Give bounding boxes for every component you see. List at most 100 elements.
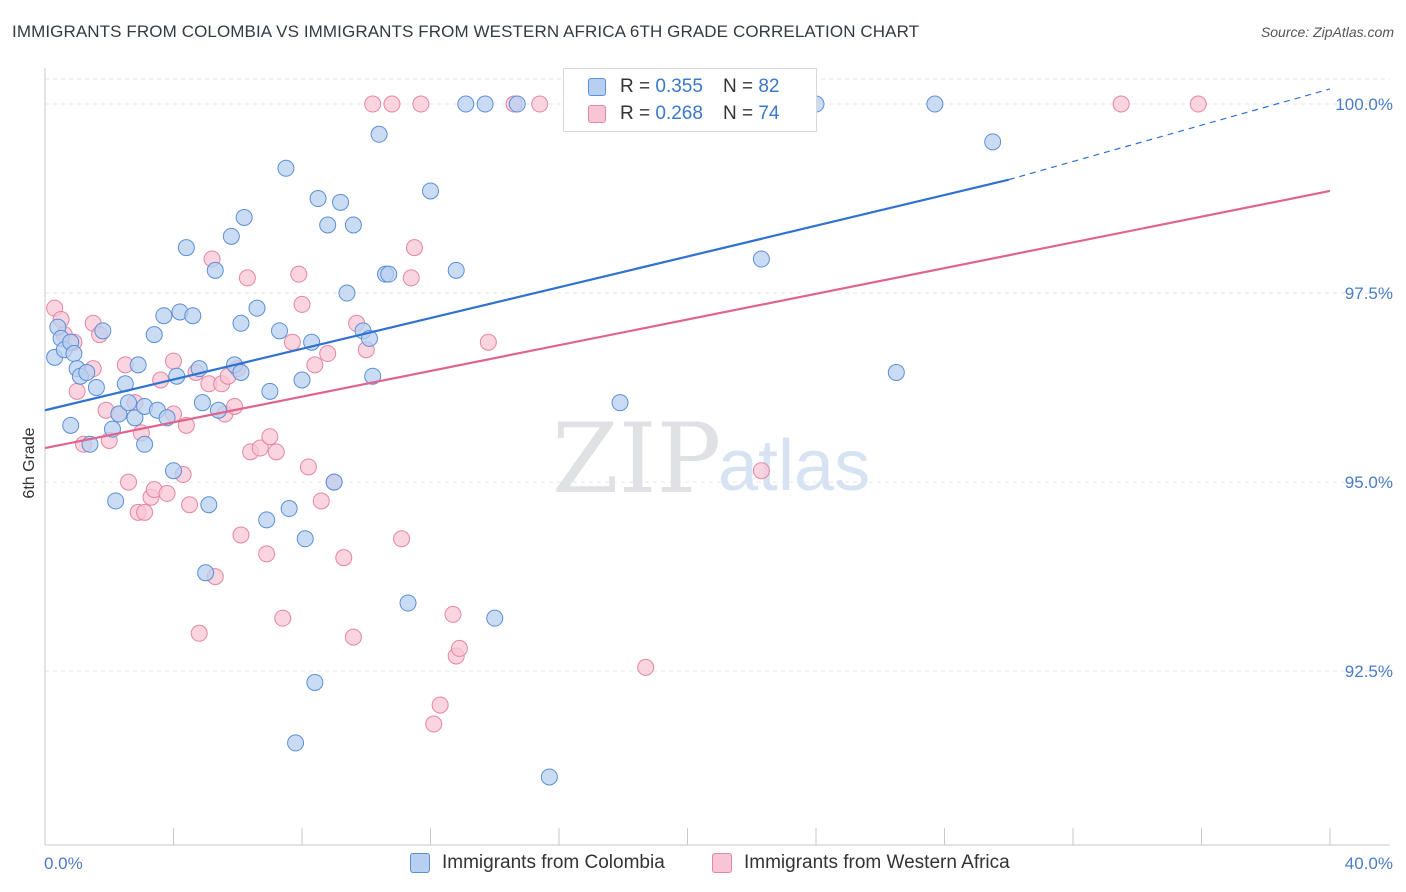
colombia-point [611, 394, 629, 412]
western-africa-swatch [588, 105, 606, 123]
western-africa-point [290, 265, 308, 283]
colombia-point [380, 265, 398, 283]
western-africa-point [393, 530, 411, 548]
colombia-point [508, 95, 526, 113]
series-colombia-points [46, 95, 1002, 786]
western-africa-point [1189, 95, 1207, 113]
western-africa-point [190, 624, 208, 642]
colombia-point [338, 284, 356, 302]
r-value-colombia: 0.355 [655, 76, 703, 97]
colombia-point [271, 322, 289, 340]
western-africa-point [752, 462, 770, 480]
western-africa-point [267, 443, 285, 461]
watermark: ZIP atlas [552, 403, 870, 515]
western-africa-legend-swatch [712, 853, 732, 873]
western-africa-point [261, 428, 279, 446]
colombia-swatch [588, 78, 606, 96]
colombia-point [62, 416, 80, 434]
western-africa-point [425, 715, 443, 733]
western-africa-point [450, 639, 468, 657]
r-value-western-africa: 0.268 [655, 103, 703, 124]
colombia-point [222, 227, 240, 245]
colombia-point [193, 394, 211, 412]
colombia-point [447, 261, 465, 279]
colombia-point [177, 239, 195, 257]
western-africa-point [637, 658, 655, 676]
n-value-western-africa: 74 [758, 103, 780, 124]
western-africa-point [383, 95, 401, 113]
western-africa-point [238, 269, 256, 287]
watermark-atlas: atlas [718, 426, 870, 506]
western-africa-point [232, 526, 250, 544]
x-tick-label: 40.0% [1345, 854, 1393, 873]
western-africa-point [444, 605, 462, 623]
legend-item-colombia: Immigrants from Colombia [410, 852, 665, 874]
colombia-point [296, 530, 314, 548]
y-tick-label: 97.5% [1345, 284, 1393, 303]
colombia-point [126, 409, 144, 427]
n-label: N = [722, 103, 754, 124]
colombia-point [184, 307, 202, 325]
series-legend: Immigrants from Colombia Immigrants from… [0, 852, 1406, 878]
colombia-point [155, 307, 173, 325]
colombia-point [165, 462, 182, 480]
colombia-point [752, 250, 770, 268]
western-africa-point [274, 609, 292, 627]
y-tick-label: 95.0% [1345, 473, 1393, 492]
colombia-point [926, 95, 944, 113]
colombia-point [258, 511, 276, 529]
western-africa-point [319, 345, 337, 363]
y-tick-label: 100.0% [1335, 95, 1393, 114]
stats-legend: R = 0.355 N = 82 R = 0.268 N = 74 [563, 68, 817, 132]
colombia-point [277, 159, 295, 177]
r-label: R = [620, 103, 651, 124]
series-western-africa-points [46, 95, 1207, 733]
western-africa-point [165, 352, 182, 370]
colombia-point [364, 367, 382, 385]
colombia-point [232, 363, 250, 381]
colombia-point [168, 367, 186, 385]
colombia-point [120, 394, 138, 412]
colombia-point [87, 379, 105, 397]
watermark-zip: ZIP [552, 403, 721, 515]
colombia-point [261, 382, 279, 400]
western-africa-point [335, 549, 353, 567]
colombia-point [197, 564, 215, 582]
colombia-point [309, 190, 327, 208]
western-africa-point [412, 95, 430, 113]
axes [44, 68, 1390, 846]
colombia-point [887, 363, 905, 381]
colombia-point [129, 356, 147, 374]
colombia-point [136, 435, 154, 453]
colombia-trend-line [44, 178, 1010, 412]
colombia-point [476, 95, 494, 113]
western-africa-point [258, 545, 276, 563]
colombia-point [65, 345, 83, 363]
colombia-trend-extension [1008, 88, 1331, 181]
western-africa-trend-line [44, 189, 1331, 450]
western-africa-point [152, 371, 170, 389]
western-africa-point [531, 95, 549, 113]
western-africa-point [431, 696, 449, 714]
colombia-point [287, 734, 305, 752]
colombia-point [370, 125, 388, 143]
western-africa-point [181, 496, 199, 514]
western-africa-point [312, 492, 330, 510]
western-africa-point [158, 484, 176, 502]
legend-item-western-africa: Immigrants from Western Africa [712, 852, 1010, 874]
western-africa-point [479, 333, 497, 351]
colombia-point [94, 322, 112, 340]
chart-title: IMMIGRANTS FROM COLOMBIA VS IMMIGRANTS F… [12, 22, 920, 41]
stats-legend-row-colombia: R = 0.355 N = 82 [588, 74, 779, 100]
x-tick-labels: 0.0% 40.0% [44, 854, 1393, 873]
colombia-point [422, 182, 439, 200]
western-africa-point [344, 628, 362, 646]
y-axis-label: 6th Grade [21, 427, 38, 498]
n-label: N = [722, 76, 754, 97]
western-africa-point [283, 333, 301, 351]
colombia-point [280, 500, 298, 518]
colombia-point [306, 673, 324, 691]
western-africa-point [364, 95, 382, 113]
colombia-point [232, 314, 250, 332]
western-africa-point [299, 458, 317, 476]
